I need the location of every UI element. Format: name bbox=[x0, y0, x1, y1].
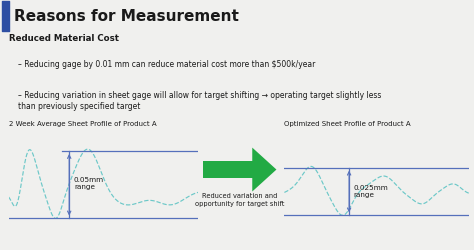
Text: 0.05mm
range: 0.05mm range bbox=[74, 176, 104, 190]
Text: Reduced variation and
opportunity for target shift: Reduced variation and opportunity for ta… bbox=[195, 192, 284, 206]
Text: 0.025mm
range: 0.025mm range bbox=[354, 184, 389, 197]
Polygon shape bbox=[203, 161, 254, 178]
Text: – Reducing gage by 0.01 mm can reduce material cost more than $500k/year: – Reducing gage by 0.01 mm can reduce ma… bbox=[18, 59, 315, 68]
Text: Reduced Material Cost: Reduced Material Cost bbox=[9, 34, 118, 43]
Text: 2 Week Average Sheet Profile of Product A: 2 Week Average Sheet Profile of Product … bbox=[9, 120, 156, 126]
Text: – Reducing variation in sheet gage will allow for target shifting → operating ta: – Reducing variation in sheet gage will … bbox=[18, 90, 381, 111]
Text: Optimized Sheet Profile of Product A: Optimized Sheet Profile of Product A bbox=[284, 120, 411, 126]
Text: Reasons for Measurement: Reasons for Measurement bbox=[14, 10, 239, 24]
Polygon shape bbox=[252, 148, 276, 192]
